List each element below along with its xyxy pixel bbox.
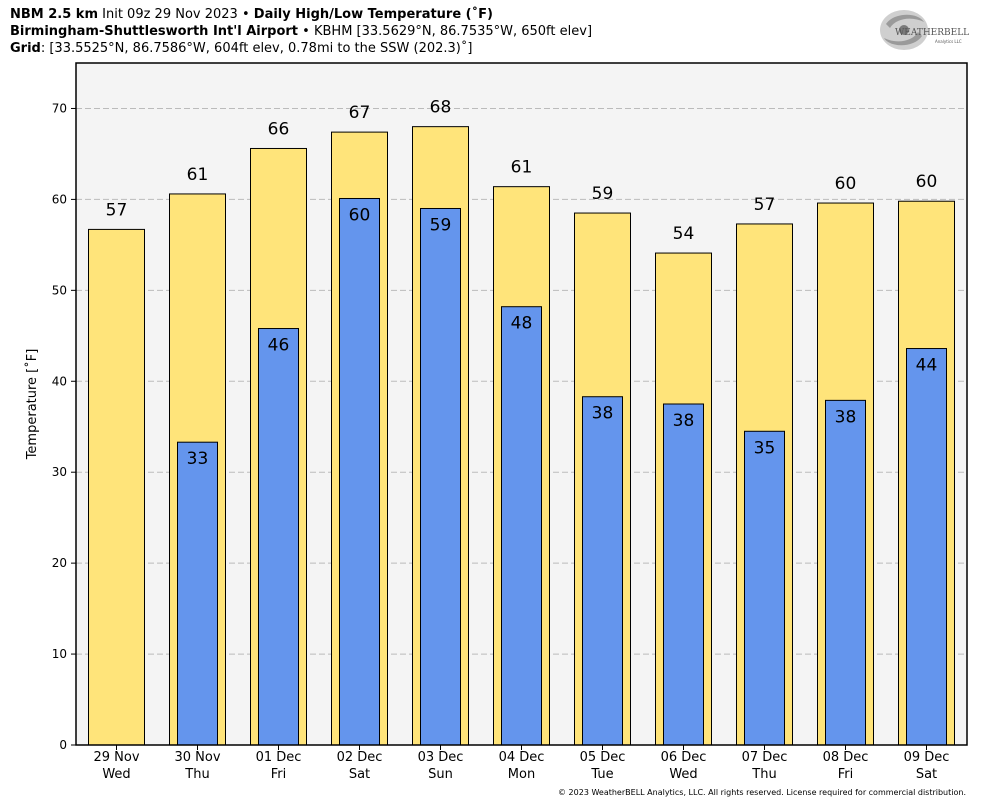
- low-temp-bar: [258, 328, 299, 746]
- logo-subtext: Analytics LLC: [935, 39, 962, 44]
- x-tick-date: 04 Dec: [499, 750, 545, 765]
- y-tick-label: 60: [52, 192, 67, 206]
- low-temp-bar: [582, 396, 623, 746]
- high-temp-label: 66: [268, 119, 290, 139]
- hurricane-swirl-icon: WEATHERBELL Analytics LLC: [880, 10, 969, 50]
- y-tick-label: 20: [52, 556, 67, 570]
- low-temp-label: 46: [268, 336, 290, 356]
- y-tick-label: 10: [52, 647, 67, 661]
- high-temp-label: 57: [106, 200, 128, 220]
- low-temp-bar: [501, 306, 542, 746]
- x-tick-date: 29 Nov: [93, 750, 139, 765]
- header-separator: •: [302, 24, 310, 39]
- high-temp-label: 54: [673, 224, 695, 244]
- copyright-notice: © 2023 WeatherBELL Analytics, LLC. All r…: [558, 788, 966, 797]
- data-labels: 57 61 33 66 46 67 60 68 59 61 48 59 38 54 38 57 35 60 38 60…: [106, 98, 938, 470]
- high-temp-label: 67: [349, 103, 371, 123]
- high-temp-bar: [88, 228, 145, 746]
- x-tick-day: Fri: [271, 767, 287, 782]
- high-temp-label: 68: [430, 98, 452, 118]
- x-tick-date: 01 Dec: [256, 750, 302, 765]
- x-tick-day: Wed: [102, 767, 130, 782]
- axes: 0 10 20 30 40 50 60 70 29 Nov Wed 30 Nov Thu 01 Dec F…: [52, 101, 950, 782]
- x-tick-day: Thu: [751, 767, 776, 782]
- high-temp-label: 60: [916, 172, 938, 192]
- high-temp-label: 61: [187, 165, 209, 185]
- x-tick-day: Thu: [184, 767, 209, 782]
- station-name: Birmingham-Shuttlesworth Int'l Airport: [10, 24, 299, 39]
- grid-details: : [33.5525°N, 86.7586°W, 604ft elev, 0.7…: [40, 41, 473, 56]
- x-tick-date: 05 Dec: [580, 750, 626, 765]
- y-tick-label: 70: [52, 101, 67, 115]
- x-tick-day: Sat: [916, 767, 937, 782]
- low-temp-label: 33: [187, 449, 209, 469]
- station-details: KBHM [33.5629°N, 86.7535°W, 650ft elev]: [313, 24, 593, 39]
- bars: [88, 126, 955, 746]
- logo-text: WEATHERBELL: [895, 28, 969, 38]
- low-temp-label: 38: [835, 407, 857, 427]
- x-tick-day: Sun: [428, 767, 453, 782]
- x-tick-day: Fri: [838, 767, 854, 782]
- weatherbell-logo: WEATHERBELL Analytics LLC: [878, 6, 970, 54]
- high-temp-label: 59: [592, 184, 614, 204]
- high-temp-label: 57: [754, 195, 776, 215]
- low-temp-label: 60: [349, 205, 371, 225]
- y-tick-label: 50: [52, 283, 67, 297]
- low-temp-label: 44: [916, 356, 938, 376]
- x-tick-date: 07 Dec: [742, 750, 788, 765]
- low-temp-label: 38: [673, 411, 695, 431]
- low-temp-bar: [339, 197, 380, 746]
- y-tick-label: 40: [52, 374, 67, 388]
- low-temp-bar: [663, 403, 704, 746]
- low-temp-label: 59: [430, 215, 452, 235]
- x-tick-day: Sat: [349, 767, 370, 782]
- low-temp-bar: [906, 348, 947, 746]
- header-separator: •: [241, 7, 250, 22]
- x-tick-date: 08 Dec: [823, 750, 869, 765]
- low-temp-bar: [744, 430, 785, 746]
- y-tick-label: 0: [59, 738, 67, 752]
- header-line-1: NBM 2.5 km Init 09z 29 Nov 2023 • Daily …: [10, 6, 493, 23]
- low-temp-bar: [420, 207, 461, 746]
- x-tick-date: 09 Dec: [904, 750, 950, 765]
- header-line-2: Birmingham-Shuttlesworth Int'l Airport •…: [10, 23, 592, 40]
- grid-label: Grid: [10, 41, 41, 56]
- high-temp-label: 60: [835, 174, 857, 194]
- y-axis-label: Temperature [˚F]: [24, 349, 40, 461]
- x-tick-date: 30 Nov: [174, 750, 220, 765]
- x-tick-date: 06 Dec: [661, 750, 707, 765]
- y-tick-label: 30: [52, 465, 67, 479]
- header-line-3: Grid: [33.5525°N, 86.7586°W, 604ft elev,…: [10, 40, 472, 57]
- x-tick-day: Mon: [508, 767, 535, 782]
- low-temp-label: 35: [754, 438, 776, 458]
- low-temp-bar: [177, 441, 218, 746]
- x-tick-day: Wed: [669, 767, 697, 782]
- init-time: Init 09z 29 Nov 2023: [102, 7, 238, 22]
- low-temp-label: 48: [511, 314, 533, 334]
- low-temp-bar: [825, 399, 866, 746]
- model-name: NBM 2.5 km: [10, 7, 98, 22]
- high-temp-label: 61: [511, 158, 533, 178]
- low-temp-label: 38: [592, 404, 614, 424]
- product-title: Daily High/Low Temperature (˚F): [253, 7, 493, 22]
- x-tick-date: 03 Dec: [418, 750, 464, 765]
- x-tick-day: Tue: [590, 767, 613, 782]
- x-tick-date: 02 Dec: [337, 750, 383, 765]
